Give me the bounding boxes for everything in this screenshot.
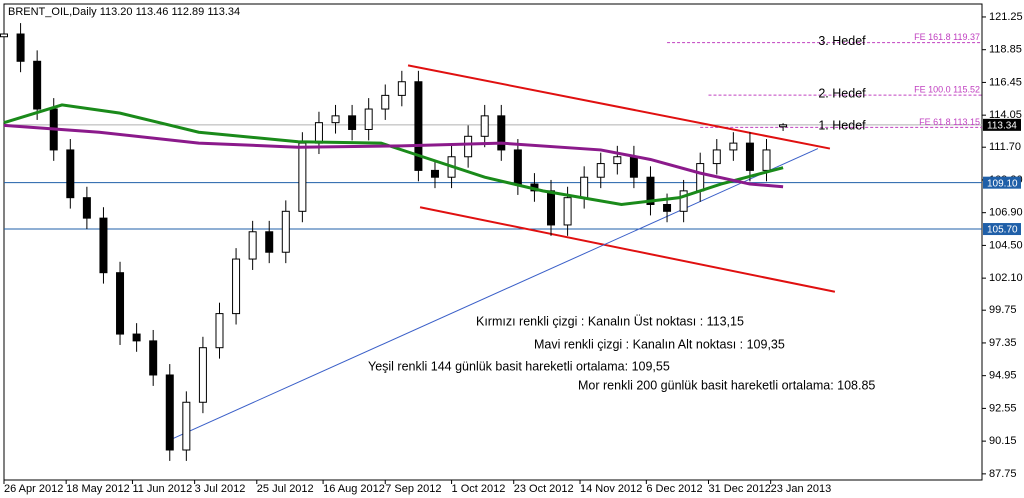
price-level-box [983,176,1021,189]
target-name: 1. Hedef [818,119,866,133]
candle-body [198,347,207,403]
y-tick-label: 99.75 [989,304,1017,316]
y-tick-label: 97.35 [989,337,1017,349]
candle-body [712,149,721,165]
candle-body [182,401,191,451]
note: Mor renkli 200 günlük basit hareketli or… [578,378,875,392]
candle-body [248,231,257,260]
candle-body [696,163,705,192]
plot-frame [3,3,983,481]
y-tick-label: 102.10 [989,272,1023,284]
candle-body [16,33,25,62]
y-tick-label: 92.55 [989,402,1017,414]
moving-average [3,103,784,207]
trend-line [171,148,819,440]
target-fe-label: FE 161.8 119.37 [914,32,980,42]
candle-body [364,108,373,130]
target-name: 2. Hedef [818,86,866,100]
candle-body [66,149,75,199]
x-tick-label: 11 Jun 2012 [132,483,192,495]
target-fe-label: FE 100.0 115.52 [914,84,980,94]
y-tick-label: 90.15 [989,435,1017,447]
y-tick-label: 118.85 [989,44,1022,56]
x-tick-label: 3 Jul 2012 [195,483,246,495]
candle-body [0,33,8,38]
candle-body [165,374,174,451]
candle-body [679,190,688,212]
candle-body [414,81,423,171]
candle-body [779,124,788,128]
candle-body [331,115,340,124]
candle-body [480,115,489,137]
candle-body [381,94,390,110]
candle-body [99,217,108,274]
candle-body [513,149,522,185]
trend-line [407,64,831,150]
y-tick-label: 104.50 [989,239,1023,251]
x-tick-label: 18 May 2012 [66,483,130,495]
y-tick-label: 94.95 [989,370,1017,382]
x-tick-label: 25 Jul 2012 [257,483,314,495]
candle-body [149,340,158,376]
note: Kırmızı renkli çizgi : Kanalın Üst nokta… [476,314,744,328]
y-tick-label: 121.25 [989,11,1023,23]
x-tick-label: 14 Nov 2012 [580,483,642,495]
candle-body [314,122,323,144]
x-tick-label: 23 Oct 2012 [514,483,574,495]
candle-body [646,176,655,205]
y-tick-label: 114.05 [989,109,1022,121]
candle-body [663,203,672,212]
y-tick-label: 116.45 [989,76,1022,88]
price-level-label: 109.10 [987,178,1018,189]
candle-body [430,169,439,178]
candle-body [397,81,406,96]
candle-body [298,142,307,212]
candle-body [729,142,738,151]
moving-average [3,123,784,189]
candle-body [464,135,473,158]
candle-body [232,258,241,315]
candle-body [265,231,274,253]
price-level-label: 105.70 [987,225,1018,236]
candle-body [762,149,771,171]
candle-body [596,163,605,178]
note: Mavi renkli çizgi : Kanalın Alt noktası … [534,337,785,351]
x-tick-label: 31 Dec 2012 [708,483,770,495]
candle-body [580,176,589,199]
candle-body [82,197,91,219]
y-tick-label: 111.70 [989,141,1021,153]
trend-line [419,206,836,293]
note: Yeşil renkli 144 günlük basit hareketli … [368,359,670,373]
x-tick-label: 23 Jan 2013 [771,483,832,495]
candle-body [33,60,42,110]
candle-body [563,197,572,226]
candle-body [629,156,638,178]
candle-body [116,272,125,335]
chart-title: BRENT_OIL,Daily 113.20 113.46 112.89 113… [8,6,240,18]
price-level-box [983,118,1021,131]
x-tick-label: 16 Aug 2012 [323,483,385,495]
candle-body [613,156,622,165]
price-level-label: 113.34 [987,120,1017,131]
candle-body [745,142,754,171]
target-name: 3. Hedef [818,34,866,48]
target-fe-label: FE 61.8 113.15 [919,117,980,127]
candle-body [547,190,556,226]
candle-body [132,333,141,342]
y-tick-label: 106.90 [989,207,1023,219]
candle-body [348,115,357,130]
x-tick-label: 6 Dec 2012 [646,483,702,495]
x-tick-label: 1 Oct 2012 [452,483,506,495]
x-tick-label: 7 Sep 2012 [385,483,441,495]
y-tick-label: 87.75 [989,468,1017,480]
x-tick-label: 26 Apr 2012 [4,483,63,495]
candle-body [281,210,290,253]
price-level-box [983,223,1021,236]
candle-body [497,115,506,151]
candle-body [215,313,224,349]
